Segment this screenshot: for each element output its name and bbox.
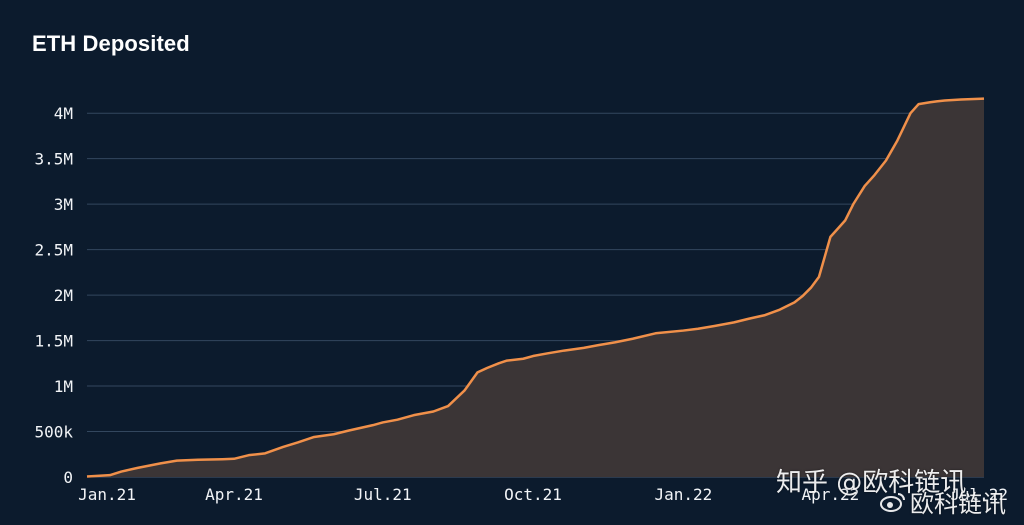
y-tick-label: 3.5M: [34, 150, 73, 169]
y-tick-label: 2M: [54, 286, 73, 305]
zhihu-watermark: 知乎 @欧科链讯: [776, 468, 967, 498]
x-axis-ticks: Jan.21 Apr.21 Jul.21 Oct.21 Jan.22 Apr.22 Jul.…: [78, 485, 1008, 504]
y-tick-label: 0: [63, 468, 73, 487]
x-tick-label: Jan.22: [654, 485, 712, 504]
weibo-icon: [880, 491, 906, 513]
x-tick-label: Jul.21: [354, 485, 412, 504]
y-tick-label: 500k: [34, 423, 73, 442]
x-tick-label: Oct.21: [504, 485, 562, 504]
x-tick-label: Jul.22: [950, 485, 1008, 504]
x-tick-label: Apr.22: [802, 485, 860, 504]
weibo-watermark: 欧科链讯: [880, 484, 1006, 519]
y-tick-label: 1.5M: [34, 332, 73, 351]
x-tick-label: Jan.21: [78, 485, 136, 504]
y-tick-label: 3M: [54, 195, 73, 214]
series-area: [87, 98, 984, 477]
y-tick-label: 4M: [54, 104, 73, 123]
area-layer: [86, 97, 985, 478]
chart-title: ETH Deposited: [32, 31, 190, 56]
y-tick-label: 1M: [54, 377, 73, 396]
y-axis-ticks: 0 500k 1M 1.5M 2M 2.5M 3M 3.5M 4M: [34, 104, 73, 487]
weibo-watermark-text: 欧科链讯: [910, 490, 1006, 518]
series-line: [86, 97, 985, 478]
y-tick-label: 2.5M: [34, 241, 73, 260]
x-tick-label: Apr.21: [205, 485, 263, 504]
